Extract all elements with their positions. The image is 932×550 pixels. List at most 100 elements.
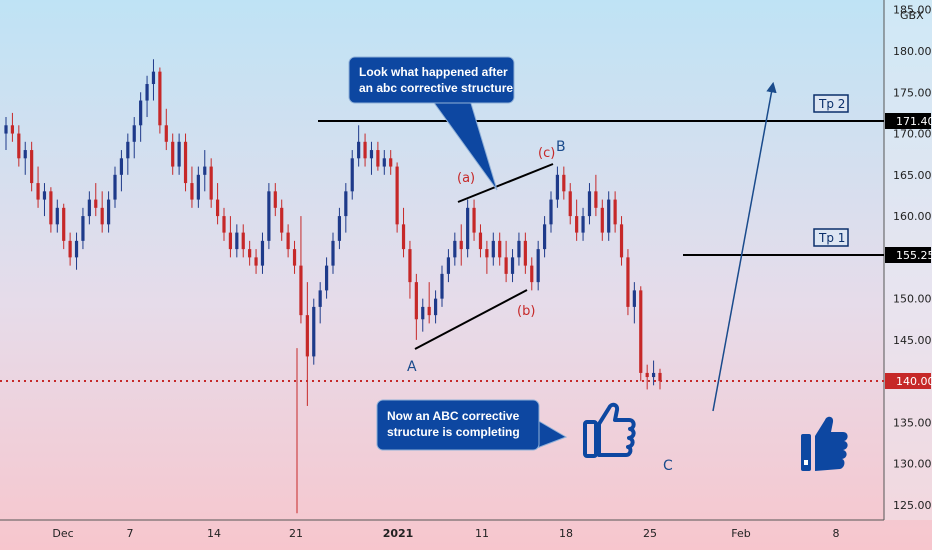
candle [395, 162, 399, 233]
candle-body [594, 191, 598, 208]
candle-body [113, 174, 117, 200]
candle-body [171, 141, 175, 167]
callout-abc-history: Look what happened after an abc correcti… [348, 56, 515, 191]
candle-body [549, 199, 553, 225]
svg-text:Tp 1: Tp 1 [818, 231, 845, 245]
candle [235, 224, 239, 258]
candle [619, 216, 624, 266]
candle-body [453, 240, 457, 258]
candle-body [658, 372, 662, 382]
candle-body [68, 240, 72, 258]
candle [498, 232, 502, 266]
candle [280, 199, 284, 241]
candle [286, 224, 290, 258]
candle [260, 232, 265, 274]
candle-body [248, 249, 252, 258]
price-tick-label: 160.00 [893, 210, 932, 223]
wave-label-A: A [407, 359, 417, 375]
candle-body [619, 224, 624, 258]
candle-body [158, 71, 162, 126]
candle [132, 117, 136, 159]
candle [568, 183, 572, 225]
candle-body [587, 191, 592, 217]
candle-body [626, 257, 630, 307]
candle [459, 224, 463, 266]
candle [440, 265, 444, 307]
candle-body [4, 125, 8, 134]
candle-body [395, 166, 399, 225]
candle [139, 92, 143, 142]
candle-body [215, 199, 220, 217]
candle-body [81, 216, 85, 241]
candle-body [49, 191, 53, 225]
candle-body [305, 315, 309, 357]
candle-body [87, 199, 91, 217]
candle-body [228, 232, 233, 250]
candle [357, 125, 361, 167]
candle [158, 67, 162, 134]
candle [94, 183, 98, 217]
candle-body [562, 174, 566, 192]
candle-body [119, 158, 124, 175]
candle-body [498, 240, 502, 258]
price-tick-label: 150.00 [893, 293, 932, 306]
candle [171, 133, 175, 175]
candle-body [568, 191, 572, 217]
channel-lower-line [414, 289, 528, 350]
candle-body [510, 257, 515, 274]
candle [4, 117, 8, 151]
time-tick-label: 7 [127, 527, 134, 540]
svg-text:structure is completing: structure is completing [387, 425, 520, 439]
candle [466, 199, 470, 258]
candle [87, 191, 91, 225]
candle-body [363, 141, 367, 159]
candle-body [536, 249, 540, 283]
candle-body [177, 141, 181, 167]
time-tick-label: Feb [731, 527, 750, 540]
candle-body [151, 71, 156, 85]
candle [453, 232, 457, 266]
candle [607, 191, 611, 241]
candle [639, 286, 643, 382]
candle-body [331, 240, 335, 266]
candle [10, 112, 15, 142]
candle [203, 150, 207, 192]
candle [215, 183, 220, 225]
candle-body [139, 100, 143, 126]
svg-text:140.00: 140.00 [896, 375, 932, 388]
candle-body [607, 199, 611, 233]
candle [555, 166, 560, 208]
candle [433, 290, 438, 324]
price-tick-label: 185.00 [893, 4, 932, 17]
candle-body [369, 150, 374, 159]
currency-label: GBX [900, 9, 924, 22]
candle [324, 257, 329, 299]
candle [74, 232, 79, 270]
candle [478, 224, 483, 258]
wave-label-a: (a) [457, 171, 475, 186]
candle-body [344, 191, 348, 217]
candle-body [30, 150, 34, 184]
candle [587, 183, 592, 225]
price-tick-label: 135.00 [893, 416, 932, 429]
candlestick-series [4, 59, 662, 514]
candle [510, 249, 515, 283]
candle [542, 216, 547, 258]
candle [68, 232, 72, 266]
price-tick-label: 170.00 [893, 128, 932, 141]
price-tick-label: 165.00 [893, 169, 932, 182]
candle [292, 240, 297, 274]
candle [81, 207, 85, 250]
candle-body [196, 174, 200, 200]
candle-body [466, 207, 470, 250]
candle-body [401, 224, 406, 250]
candle-body [408, 249, 412, 283]
candle-body [504, 257, 508, 274]
candle [446, 249, 451, 283]
candle-body [254, 257, 258, 266]
candle [145, 75, 149, 118]
candle [651, 360, 656, 386]
candle [222, 207, 226, 241]
candle-body [421, 306, 425, 320]
